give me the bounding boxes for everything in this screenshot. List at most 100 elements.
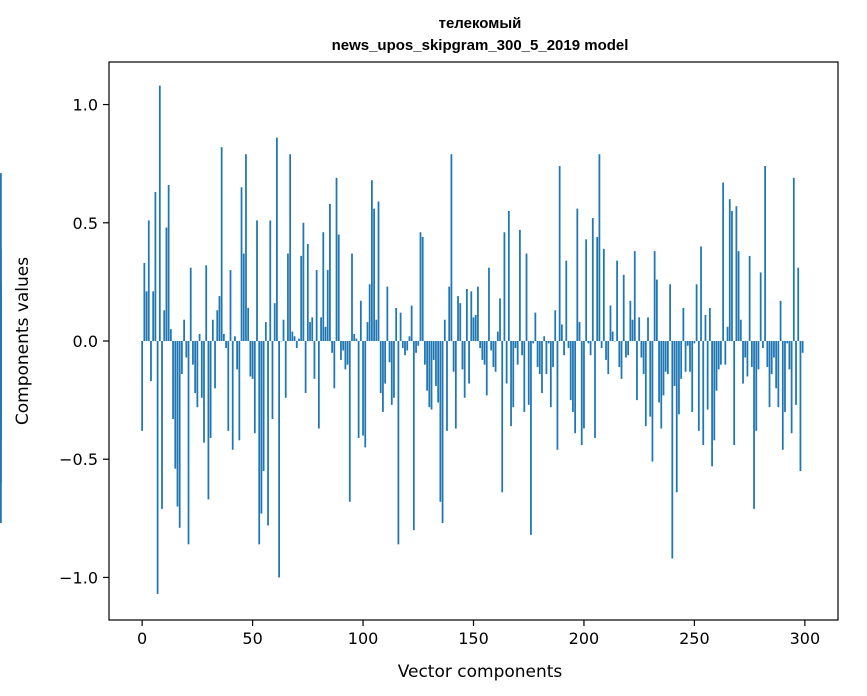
bar-31 <box>209 341 212 438</box>
bar-163 <box>501 341 504 493</box>
bar-278 <box>755 341 758 431</box>
bar-150 <box>472 317 475 341</box>
bar-212 <box>609 305 612 341</box>
bar-234 <box>658 341 660 403</box>
bar-115 <box>395 307 398 341</box>
bar-240 <box>671 341 674 559</box>
bar-142 <box>454 341 457 429</box>
bar-3 <box>147 220 150 341</box>
bar-184 <box>547 341 550 344</box>
bar-189 <box>558 166 561 341</box>
bar-40 <box>229 270 232 341</box>
bar-103 <box>368 284 371 341</box>
bar-252 <box>697 341 700 431</box>
bar-114 <box>393 341 395 398</box>
bar-166 <box>507 210 510 341</box>
bar-73 <box>302 222 305 341</box>
bar-154 <box>481 341 484 360</box>
bar-39 <box>227 341 230 431</box>
bar-48 <box>247 307 250 341</box>
bar-89 <box>337 234 340 341</box>
bar-177 <box>532 341 535 344</box>
x-axis-label: Vector components <box>398 662 563 682</box>
bar-181 <box>541 341 543 394</box>
bar-20 <box>185 341 188 358</box>
bar-291 <box>784 341 786 412</box>
bar-274 <box>746 341 749 377</box>
bar-146 <box>463 341 466 398</box>
bar-279 <box>757 341 760 370</box>
bar-258 <box>711 341 713 467</box>
bar-298 <box>799 341 802 472</box>
y-axis-label: Components values <box>13 257 33 425</box>
bar-22 <box>189 267 192 341</box>
bar-120 <box>406 341 409 351</box>
y-tick-label: −0.5 <box>59 450 98 469</box>
bar-230 <box>649 341 652 417</box>
bar-296 <box>795 341 797 405</box>
bar-8 <box>158 85 161 341</box>
bar-116 <box>397 341 400 545</box>
bar-61 <box>276 137 278 341</box>
bar-106 <box>375 319 378 341</box>
bar-191 <box>563 341 565 356</box>
bar-43 <box>236 341 239 370</box>
bar-231 <box>651 341 654 462</box>
bar-197 <box>576 208 579 341</box>
bar-94 <box>348 341 351 502</box>
bar-68 <box>291 331 294 341</box>
bar-251 <box>695 284 698 341</box>
bars-group <box>0 85 804 594</box>
bar-164 <box>503 232 506 341</box>
bar-71 <box>298 338 300 341</box>
bar-141 <box>452 341 455 372</box>
bar-276 <box>750 341 753 368</box>
bar-286 <box>773 341 775 358</box>
bar-244 <box>680 341 683 379</box>
bar-143 <box>457 296 459 341</box>
bar-9 <box>161 341 163 509</box>
bar-42 <box>234 336 236 341</box>
chart-title-line-1: телекомый <box>439 15 522 32</box>
bar-69 <box>293 336 296 341</box>
bar-175 <box>527 341 530 405</box>
bar-155 <box>483 341 486 365</box>
bar-287 <box>775 341 778 389</box>
bar-309 <box>0 341 2 524</box>
bar-294 <box>790 341 793 434</box>
bar-283 <box>766 341 769 368</box>
bar-236 <box>662 341 665 396</box>
bar-124 <box>415 341 417 353</box>
bar-211 <box>607 341 610 375</box>
x-tick-label: 100 <box>348 629 379 648</box>
x-tick-label: 150 <box>458 629 489 648</box>
bar-265 <box>726 326 729 341</box>
bar-243 <box>678 341 680 415</box>
bar-227 <box>642 341 645 375</box>
bar-272 <box>742 341 744 384</box>
bar-213 <box>611 331 614 341</box>
bar-99 <box>359 300 362 341</box>
bar-217 <box>620 341 623 379</box>
bar-269 <box>735 206 738 341</box>
bar-14 <box>172 341 174 420</box>
bar-122 <box>410 305 413 341</box>
bar-5 <box>152 291 155 341</box>
bar-223 <box>633 251 636 341</box>
bar-56 <box>264 322 267 341</box>
bar-138 <box>446 341 448 431</box>
bar-168 <box>512 341 515 408</box>
bar-159 <box>492 341 495 368</box>
bar-284 <box>768 341 771 408</box>
bar-253 <box>700 246 702 341</box>
bar-171 <box>519 229 521 341</box>
bar-169 <box>514 341 517 349</box>
bar-97 <box>355 338 358 341</box>
bar-130 <box>428 341 431 408</box>
bar-95 <box>351 253 353 341</box>
bar-4 <box>150 341 152 382</box>
chart-title-line-2: news_upos_skipgram_300_5_2019 model <box>332 37 629 54</box>
bar-178 <box>534 312 537 341</box>
bar-179 <box>536 341 539 368</box>
bar-110 <box>384 341 387 384</box>
